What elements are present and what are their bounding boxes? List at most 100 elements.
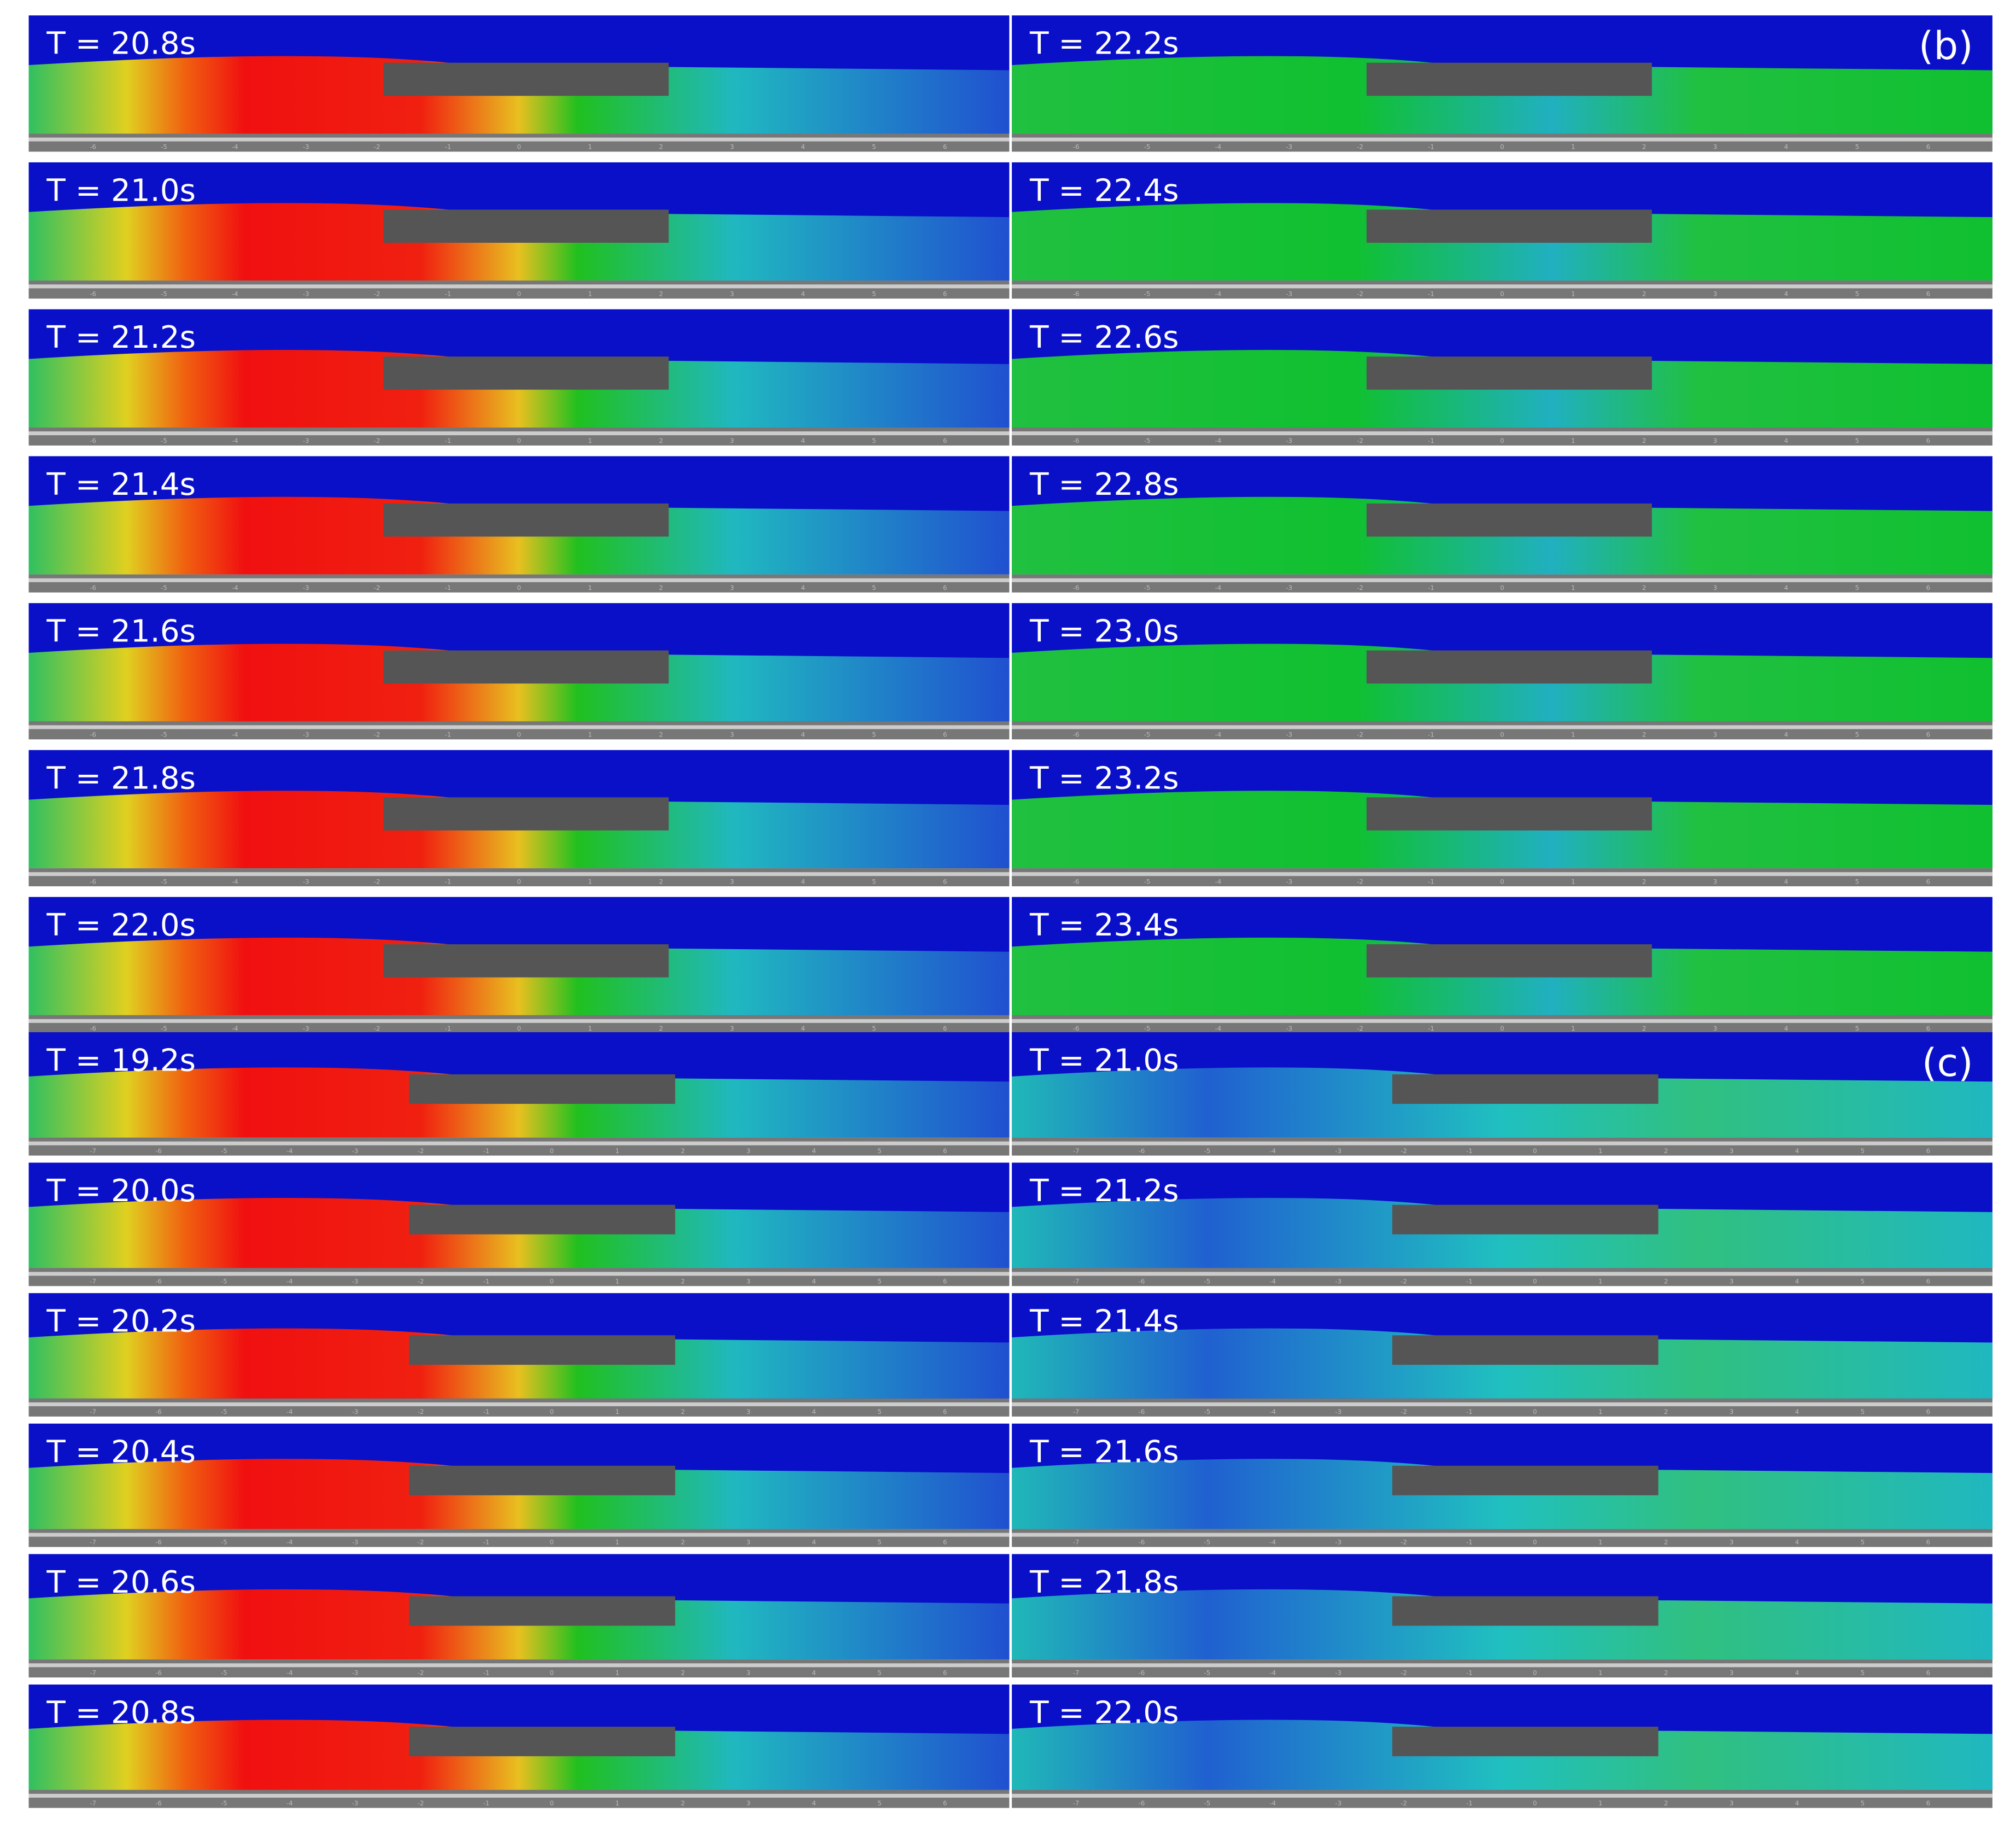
ruler-label: -3 [1335,1799,1341,1807]
ruler-label: -5 [1204,1799,1211,1807]
ruler [1012,1268,1992,1287]
time-label: T = 20.2s [46,1304,196,1340]
time-label: T = 20.0s [46,1173,196,1209]
ruler-label: 6 [943,1539,947,1546]
ruler-label: -6 [155,1408,162,1416]
ruler-label: -6 [1139,1669,1145,1676]
ruler-label: -2 [374,437,380,445]
ruler-label: 3 [730,290,734,297]
plate [1392,1204,1658,1235]
ruler-label: -5 [161,290,167,297]
plate [1366,356,1652,390]
ruler-bar [1012,872,1992,876]
ruler-label: 3 [1713,584,1717,592]
ruler-label: -5 [1144,290,1151,297]
ruler-label: -5 [1204,1277,1211,1285]
ruler-label: 5 [1861,1408,1865,1416]
ruler-label: 0 [1533,1799,1537,1807]
ruler-label: 0 [1500,731,1504,739]
ruler-label: -4 [286,1147,293,1155]
ruler-label: -2 [418,1539,424,1546]
ruler-label: 2 [1664,1799,1668,1807]
ruler-label: 2 [1642,437,1646,445]
plate [383,209,669,243]
ruler-label: -2 [1357,878,1363,885]
ruler-label: -1 [445,878,452,885]
ruler [1012,1529,1992,1547]
ruler-label: 1 [616,1799,619,1807]
ruler [28,1268,1010,1287]
ruler-bar [28,1793,1010,1798]
ruler-label: 2 [1664,1539,1668,1546]
ruler-label: 4 [812,1277,816,1285]
ruler-label: -2 [1357,143,1363,151]
ruler-label: -6 [90,731,96,739]
ruler-label: 4 [1795,1539,1799,1546]
time-label: T = 21.6s [46,614,196,650]
ruler-label: -1 [1466,1669,1473,1676]
ruler-label: -6 [1073,878,1080,885]
ruler-label: 6 [943,290,947,297]
plate [383,944,669,978]
ruler-label: 1 [1571,878,1575,885]
ruler-label: -1 [1428,143,1434,151]
ruler-label: 5 [1855,878,1859,885]
ruler-label: 5 [1861,1147,1865,1155]
ruler-label: 6 [1926,1539,1930,1546]
ruler-label: 2 [681,1408,684,1416]
ruler-label: 2 [1664,1669,1668,1676]
ruler-label: 6 [943,1669,947,1676]
ruler [28,280,1010,299]
ruler-label: 5 [872,584,876,592]
ruler-bar [1012,725,1992,729]
ruler-label: 3 [746,1669,750,1676]
ruler-label: 2 [659,437,663,445]
plate [1366,944,1652,978]
ruler-label: 6 [943,437,947,445]
ruler-label: 6 [1926,878,1930,885]
time-label: T = 21.8s [46,761,196,796]
ruler-label: -6 [155,1799,162,1807]
plate [1366,503,1652,537]
ruler-label: -3 [352,1147,359,1155]
ruler-label: -1 [483,1669,490,1676]
ruler-label: -5 [1204,1539,1211,1546]
ruler-label: 5 [1861,1799,1865,1807]
plate [1392,1727,1658,1757]
ruler-label: 6 [1926,1669,1930,1676]
ruler-label: -4 [1215,584,1222,592]
ruler-label: 6 [1926,1277,1930,1285]
ruler-label: -1 [483,1277,490,1285]
ruler-label: 3 [1713,143,1717,151]
ruler [1012,427,1992,446]
ruler-label: -1 [445,584,452,592]
ruler-label: 4 [1784,1025,1788,1032]
ruler-label: -6 [1139,1539,1145,1546]
ruler-label: 4 [1795,1277,1799,1285]
ruler-label: 4 [801,143,805,151]
ruler-label: 3 [1713,878,1717,885]
ruler-label: -7 [90,1408,96,1416]
time-label: T = 22.0s [1029,1695,1179,1731]
ruler-bar [28,1402,1010,1407]
ruler-label: 4 [801,731,805,739]
time-label: T = 22.2s [1029,26,1179,62]
ruler-label: 1 [588,290,592,297]
ruler-label: 1 [588,437,592,445]
plate [409,1727,676,1757]
ruler-label: 2 [1642,584,1646,592]
ruler-label: 5 [872,1025,876,1032]
ruler-label: 1 [1571,437,1575,445]
ruler-label: -4 [1269,1408,1276,1416]
ruler-bar [1012,284,1992,289]
ruler-bar [28,1663,1010,1668]
ruler-label: -6 [90,290,96,297]
ruler-label: -5 [221,1669,227,1676]
ruler-label: 1 [1571,143,1575,151]
ruler-label: 2 [659,584,663,592]
ruler-label: 3 [730,731,734,739]
ruler-label: 2 [681,1147,684,1155]
ruler-label: 4 [1784,437,1788,445]
ruler-label: -6 [90,1025,96,1032]
ruler-label: -1 [1428,731,1434,739]
